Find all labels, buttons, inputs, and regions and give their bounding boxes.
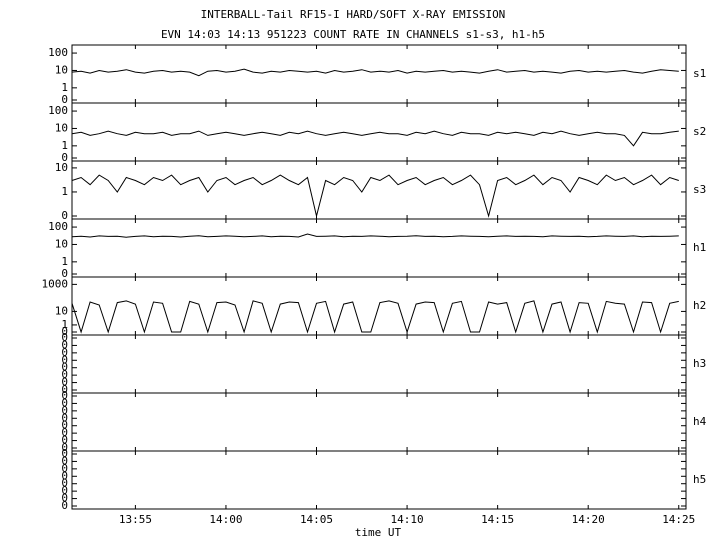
y-tick-label: 0 (61, 469, 68, 482)
x-tick-label: 14:25 (662, 513, 695, 526)
y-tick-label: 0 (61, 361, 68, 374)
y-tick-label: 1 (61, 81, 68, 94)
panel-frame (71, 334, 687, 394)
y-tick-label: 1 (61, 139, 68, 152)
y-tick-label: 0 (61, 454, 68, 467)
y-tick-label: 0 (61, 462, 68, 475)
x-tick-label: 14:10 (391, 513, 424, 526)
y-tick-label: 1 (61, 318, 68, 331)
y-tick-label: 0 (61, 151, 68, 164)
x-tick-label: 14:00 (209, 513, 242, 526)
y-tick-label: 0 (61, 376, 68, 389)
y-tick-label: 0 (61, 346, 68, 359)
panel-frame (71, 44, 687, 104)
y-tick-label: 0 (61, 441, 68, 454)
y-tick-label: 0 (61, 93, 68, 106)
y-tick-label: 0 (61, 426, 68, 439)
y-tick-label: 100 (48, 220, 68, 233)
chart-title: INTERBALL-Tail RF15-I HARD/SOFT X-RAY EM… (201, 8, 506, 21)
y-tick-label: 10 (55, 63, 68, 76)
y-tick-label: 0 (61, 477, 68, 490)
series-label: s2 (693, 125, 706, 138)
y-tick-label: 0 (61, 325, 68, 338)
y-tick-label: 1 (61, 255, 68, 268)
y-tick-label: 0 (61, 447, 68, 460)
y-tick-label: 0 (61, 353, 68, 366)
series-label: s3 (693, 183, 706, 196)
y-tick-label: 1000 (42, 277, 69, 290)
y-tick-label: 0 (61, 411, 68, 424)
y-tick-label: 1 (61, 185, 68, 198)
series-label: h1 (693, 241, 706, 254)
x-tick-label: 14:05 (300, 513, 333, 526)
series-label: s1 (693, 67, 706, 80)
y-tick-label: 0 (61, 434, 68, 447)
x-tick-label: 13:55 (119, 513, 152, 526)
y-tick-label: 0 (61, 338, 68, 351)
y-tick-label: 0 (61, 368, 68, 381)
y-tick-label: 0 (61, 396, 68, 409)
y-tick-label: 10 (55, 237, 68, 250)
chart-subtitle: EVN 14:03 14:13 951223 COUNT RATE IN CHA… (161, 28, 545, 41)
y-tick-label: 0 (61, 404, 68, 417)
y-tick-label: 0 (61, 389, 68, 402)
y-tick-label: 0 (61, 492, 68, 505)
y-tick-label: 100 (48, 46, 68, 59)
y-tick-label: 0 (61, 267, 68, 280)
y-tick-label: 100 (48, 104, 68, 117)
panel-frame (71, 160, 687, 220)
series-line (71, 300, 679, 334)
y-tick-label: 0 (61, 331, 68, 344)
y-tick-label: 10 (55, 121, 68, 134)
panel-frame (71, 392, 687, 452)
series-line (71, 233, 679, 238)
series-label: h2 (693, 299, 706, 312)
y-tick-label: 0 (61, 499, 68, 512)
y-tick-label: 0 (61, 383, 68, 396)
series-label: h4 (693, 415, 707, 428)
y-tick-label: 10 (55, 304, 68, 317)
panel-frame (71, 450, 687, 510)
y-tick-label: 10 (55, 161, 68, 174)
series-line (71, 68, 679, 77)
panel-frame (71, 218, 687, 278)
series-label: h3 (693, 357, 706, 370)
y-tick-label: 0 (61, 484, 68, 497)
x-tick-label: 14:20 (572, 513, 605, 526)
x-axis-label: time UT (355, 526, 402, 539)
y-tick-label: 0 (61, 209, 68, 222)
x-tick-label: 14:15 (481, 513, 514, 526)
y-tick-label: 0 (61, 419, 68, 432)
series-line (71, 130, 679, 147)
series-line (71, 174, 679, 218)
series-label: h5 (693, 473, 706, 486)
